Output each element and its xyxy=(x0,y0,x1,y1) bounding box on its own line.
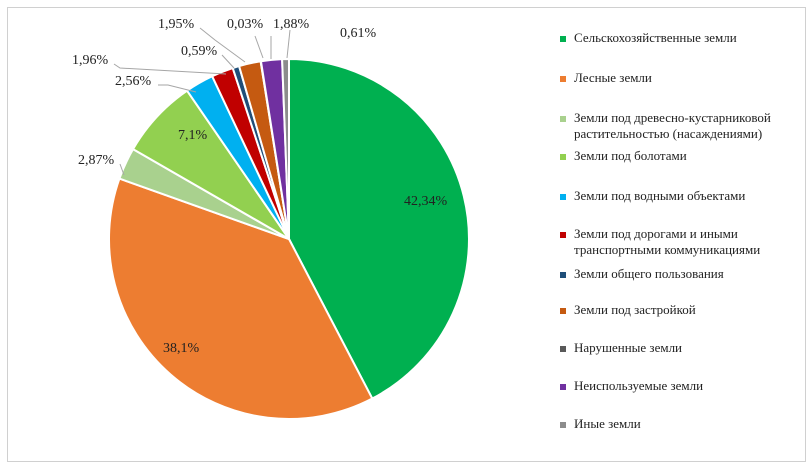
legend-item: Земли под водными объектами xyxy=(560,188,809,204)
leader-line xyxy=(221,54,235,69)
data-label: 38,1% xyxy=(163,341,200,356)
data-label: 42,34% xyxy=(404,194,448,209)
leader-line xyxy=(199,27,246,63)
legend-swatch xyxy=(560,232,566,238)
legend-item: Неиспользуемые земли xyxy=(560,378,809,394)
legend-swatch xyxy=(560,116,566,122)
legend-label: Земли под болотами xyxy=(574,148,687,163)
legend-item: Лесные земли xyxy=(560,70,809,86)
legend-swatch xyxy=(560,36,566,42)
leader-lines xyxy=(113,27,291,176)
data-labels: 42,34% 38,1% 2,87% 7,1% 2,56% 1,96% 0,59% 1,95%… xyxy=(72,17,448,356)
legend-item: Нарушенные земли xyxy=(560,340,809,356)
legend-label: Лесные земли xyxy=(574,70,652,85)
data-label: 2,87% xyxy=(78,153,115,168)
pie-slices xyxy=(108,57,470,420)
data-label: 1,95% xyxy=(158,17,195,32)
legend-label: Иные земли xyxy=(574,416,641,431)
pie-slice xyxy=(288,57,470,400)
legend-label: Земли под дорогами и иными транспортными… xyxy=(574,226,761,257)
legend-item: Иные земли xyxy=(560,416,809,432)
legend-swatch xyxy=(560,194,566,200)
legend-label: Нарушенные земли xyxy=(574,340,683,355)
legend-label: Земли под древесно-кустарниковой растите… xyxy=(574,110,771,141)
legend-swatch xyxy=(560,346,566,352)
pie-slice xyxy=(108,177,374,420)
data-label: 0,61% xyxy=(340,26,377,41)
data-label: 0,59% xyxy=(181,44,218,59)
data-label: 1,88% xyxy=(273,17,310,32)
leader-line xyxy=(158,84,197,93)
legend-swatch xyxy=(560,154,566,160)
legend-label: Земли под застройкой xyxy=(574,302,696,317)
legend-label: Сельскохозяйственные земли xyxy=(574,30,737,45)
legend-item: Земли под болотами xyxy=(560,148,809,164)
legend-item: Земли общего пользования xyxy=(560,266,809,282)
legend-item: Земли под древесно-кустарниковой растите… xyxy=(560,110,809,142)
data-label: 0,03% xyxy=(227,17,264,32)
legend-item: Сельскохозяйственные земли xyxy=(560,30,809,46)
legend-label: Неиспользуемые земли xyxy=(574,378,704,393)
legend-swatch xyxy=(560,76,566,82)
leader-line xyxy=(254,35,264,59)
legend-swatch xyxy=(560,422,566,428)
legend-item: Земли под дорогами и иными транспортными… xyxy=(560,226,809,258)
legend-swatch xyxy=(560,272,566,278)
legend-label: Земли под водными объектами xyxy=(574,188,746,203)
data-label: 2,56% xyxy=(115,74,152,89)
leader-line xyxy=(286,29,291,59)
legend-item: Земли под застройкой xyxy=(560,302,809,318)
leader-line xyxy=(119,163,125,176)
data-label: 7,1% xyxy=(178,128,208,143)
data-label: 1,96% xyxy=(72,53,109,68)
legend-label: Земли общего пользования xyxy=(574,266,724,281)
legend-swatch xyxy=(560,308,566,314)
pie-slice xyxy=(281,57,290,240)
leader-line xyxy=(113,63,227,75)
legend-swatch xyxy=(560,384,566,390)
